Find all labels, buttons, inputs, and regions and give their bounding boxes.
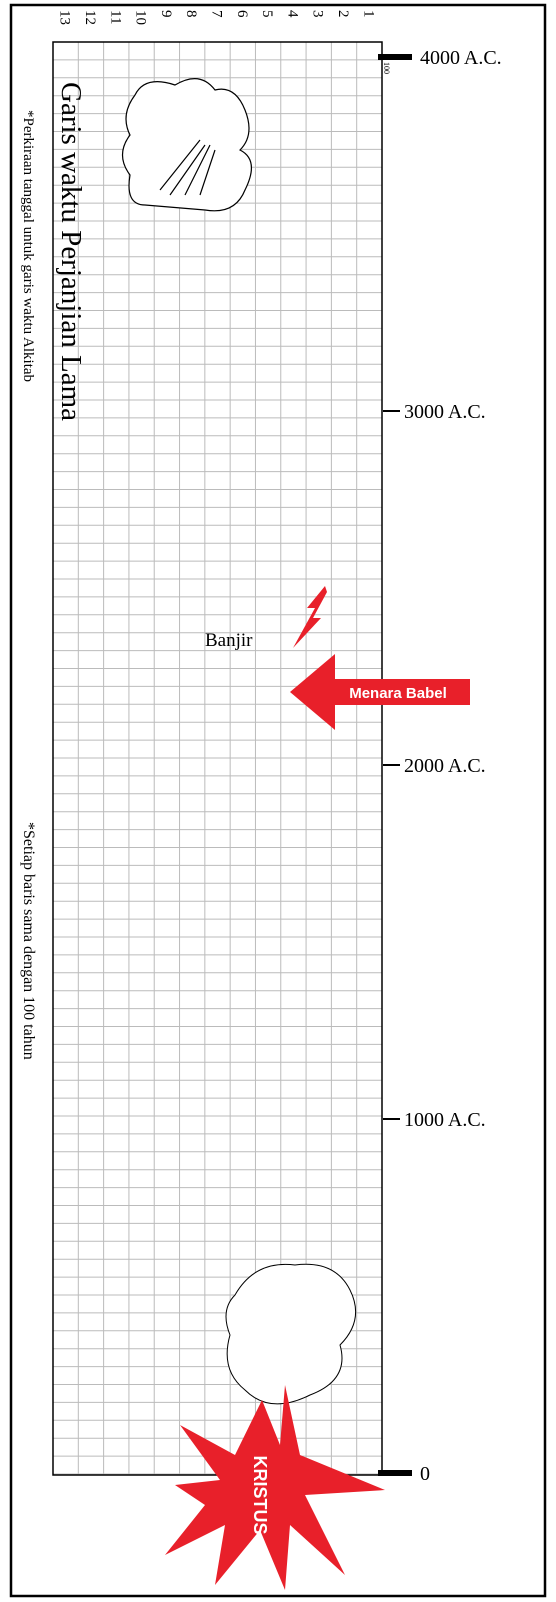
column-number: 13 (57, 10, 73, 25)
column-number: 9 (158, 10, 174, 18)
column-number: 7 (209, 10, 225, 18)
tick-label: 4000 A.C. (420, 47, 502, 69)
column-number: 2 (335, 10, 351, 18)
column-number: 12 (82, 10, 98, 25)
people-art (225, 1263, 357, 1405)
tick-label: 3000 A.C. (404, 401, 486, 423)
tick-label: 0 (420, 1463, 430, 1485)
flood-label: Banjir (205, 630, 253, 651)
tick-label: 2000 A.C. (404, 755, 486, 777)
column-number: 8 (183, 10, 199, 18)
column-number: 1 (360, 10, 376, 18)
column-number: 6 (234, 10, 250, 18)
babel-label: Menara Babel (349, 685, 447, 702)
column-number: 5 (259, 10, 275, 18)
row-unit: 100 (382, 62, 391, 74)
creation-art (121, 78, 252, 212)
christ-label: KRISTUS (250, 1455, 270, 1534)
title: Garis waktu Perjanjian Lama (55, 82, 87, 421)
note: *Perkiraan tanggal untuk garis waktu Alk… (20, 110, 36, 382)
lightning (293, 586, 327, 648)
babel-arrow (290, 654, 470, 730)
christ-star (165, 1385, 385, 1590)
page-border (9, 3, 547, 1598)
column-number: 4 (284, 10, 300, 18)
column-number: 10 (133, 10, 149, 25)
column-number: 11 (107, 10, 123, 24)
column-number: 3 (310, 10, 326, 18)
grid (53, 42, 382, 1475)
note: *Setiap baris sama dengan 100 tahun (20, 822, 37, 1060)
tick-label: 1000 A.C. (404, 1109, 486, 1131)
